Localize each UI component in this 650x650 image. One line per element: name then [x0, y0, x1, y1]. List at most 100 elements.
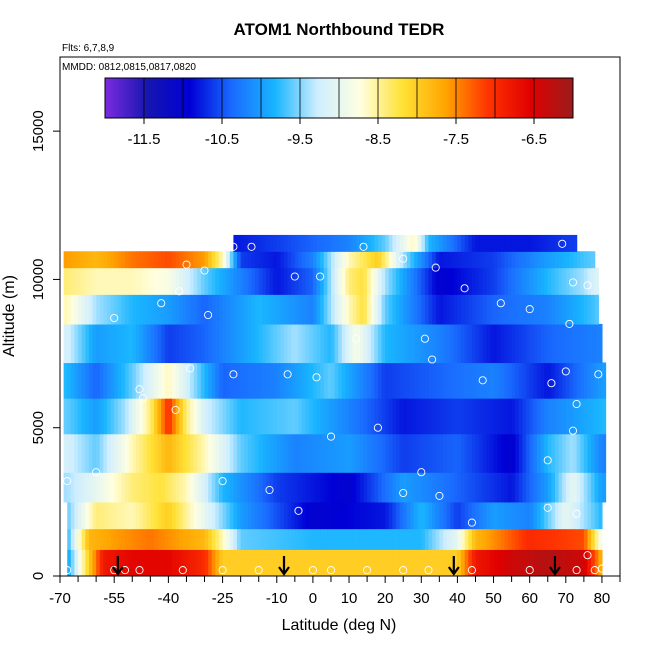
field-cell	[345, 251, 350, 269]
plot-frame	[59, 56, 621, 577]
field-cell	[262, 362, 267, 399]
field-cell	[421, 234, 426, 252]
field-cell	[349, 433, 354, 473]
field-cell	[323, 362, 328, 399]
field-cell	[309, 398, 314, 435]
field-cell	[410, 294, 415, 325]
field-cell	[334, 501, 339, 530]
field-cell	[247, 323, 253, 364]
field-cell	[453, 294, 459, 325]
field-cell	[106, 267, 112, 295]
field-cell	[396, 267, 401, 295]
field-cell	[381, 528, 386, 550]
field-cell	[273, 472, 278, 503]
field-cell	[544, 294, 549, 325]
field-cell	[92, 501, 97, 530]
field-cell	[356, 294, 361, 325]
field-cell	[421, 501, 426, 530]
field-cell	[316, 549, 321, 576]
field-cell	[258, 549, 263, 576]
field-cell	[193, 323, 198, 364]
field-cell	[410, 362, 415, 399]
field-cell	[439, 549, 444, 576]
field-cell	[475, 234, 480, 252]
field-cell	[88, 501, 94, 530]
field-cell	[518, 501, 524, 530]
field-cell	[197, 472, 202, 503]
field-cell	[200, 433, 206, 473]
field-cell	[403, 323, 408, 364]
field-cell	[345, 267, 350, 295]
field-cell	[493, 267, 498, 295]
field-cell	[533, 501, 538, 530]
field-cell	[146, 501, 151, 530]
field-cell	[258, 251, 263, 269]
field-cell	[457, 323, 462, 364]
field-cell	[471, 501, 477, 530]
field-cell	[544, 398, 549, 435]
field-cell	[99, 433, 104, 473]
field-cell	[182, 528, 188, 550]
field-cell	[172, 549, 177, 576]
field-cell	[305, 501, 310, 530]
field-cell	[251, 549, 256, 576]
field-cell	[320, 251, 325, 269]
field-cell	[468, 267, 473, 295]
field-cell	[547, 472, 552, 503]
field-cell	[330, 362, 336, 399]
field-cell	[544, 234, 549, 252]
field-cell	[482, 234, 487, 252]
observation-point	[178, 566, 187, 575]
field-cell	[435, 472, 440, 503]
field-cell	[573, 323, 578, 364]
field-cell	[291, 323, 296, 364]
field-cell	[197, 267, 202, 295]
field-cell	[414, 472, 419, 503]
field-cell	[493, 398, 498, 435]
field-cell	[157, 528, 162, 550]
field-cell	[161, 323, 166, 364]
field-cell	[359, 251, 365, 269]
field-cell	[573, 472, 578, 503]
field-cell	[338, 323, 343, 364]
field-cell	[562, 398, 567, 435]
observation-point	[92, 468, 101, 477]
field-cell	[320, 267, 325, 295]
field-cell	[222, 549, 227, 576]
field-cell	[424, 549, 430, 576]
field-cell	[117, 501, 123, 530]
field-cell	[569, 251, 574, 269]
field-cell	[457, 234, 462, 252]
field-cell	[150, 294, 155, 325]
field-cell	[204, 323, 209, 364]
field-cell	[316, 528, 321, 550]
field-cell	[190, 528, 195, 550]
field-cell	[294, 549, 300, 576]
field-cell	[403, 528, 408, 550]
field-cell	[291, 251, 296, 269]
field-cell	[168, 528, 173, 550]
field-cell	[453, 267, 459, 295]
field-cell	[330, 267, 336, 295]
field-cell	[88, 549, 94, 576]
field-cell	[255, 501, 260, 530]
field-cell	[508, 433, 513, 473]
observation-point	[399, 488, 408, 498]
field-cell	[96, 323, 101, 364]
field-cell	[312, 323, 318, 364]
field-cell	[388, 549, 393, 576]
field-cell	[316, 398, 321, 435]
field-cell	[63, 433, 68, 473]
field-cell	[143, 528, 148, 550]
flight-arrow-head	[447, 566, 460, 576]
field-cell	[320, 398, 325, 435]
field-cell	[439, 251, 444, 269]
field-cell	[576, 549, 581, 576]
field-cell	[399, 501, 404, 530]
field-cell	[551, 433, 556, 473]
field-cell	[486, 323, 491, 364]
field-cell	[450, 472, 455, 503]
field-cell	[70, 251, 76, 269]
field-cell	[363, 267, 368, 295]
field-cell	[70, 433, 76, 473]
